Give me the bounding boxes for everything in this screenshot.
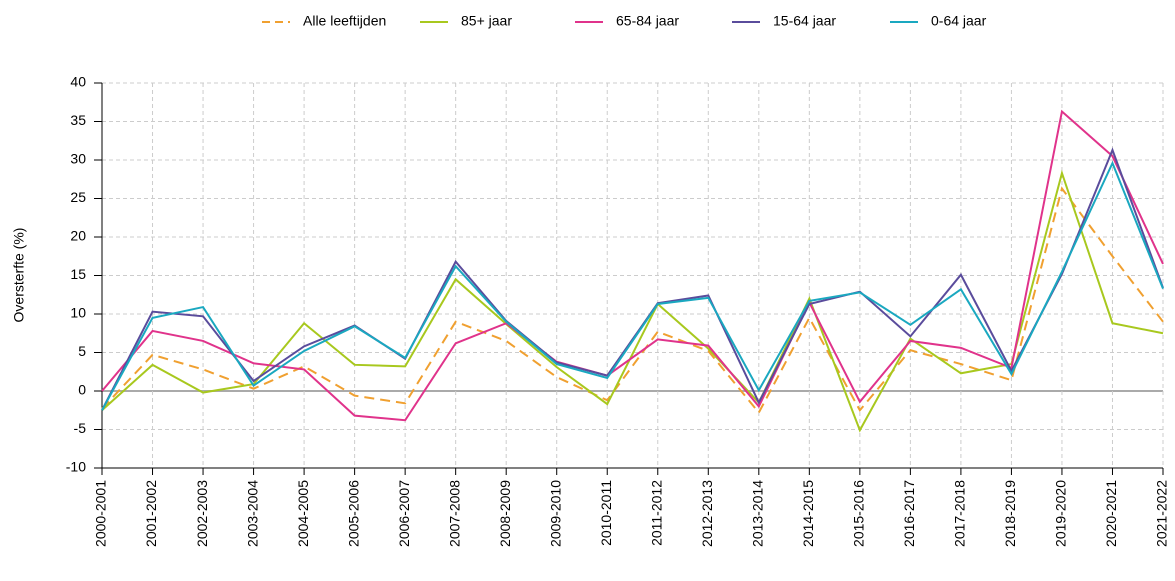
y-tick-label: 30 bbox=[70, 151, 86, 167]
y-tick-label: 10 bbox=[70, 305, 86, 321]
x-tick-label: 2011-2012 bbox=[648, 480, 664, 546]
x-tick-label: 2013-2014 bbox=[750, 480, 766, 547]
series-line bbox=[101, 160, 1164, 411]
x-tick-label: 2018-2019 bbox=[1002, 480, 1018, 547]
x-tick-label: 2014-2015 bbox=[800, 480, 816, 547]
y-tick-label: 35 bbox=[70, 112, 86, 128]
legend-label: 85+ jaar bbox=[461, 13, 512, 29]
x-tick-label: 2000-2001 bbox=[93, 480, 109, 547]
x-tick-label: 2021-2022 bbox=[1154, 480, 1170, 547]
x-tick-label: 2010-2011 bbox=[598, 480, 614, 546]
x-tick-label: 2002-2003 bbox=[194, 480, 210, 547]
x-tick-label: 2015-2016 bbox=[851, 480, 867, 547]
x-tick-label: 2004-2005 bbox=[295, 480, 311, 547]
y-axis-label: Oversterfte (%) bbox=[11, 228, 27, 323]
x-tick-label: 2007-2008 bbox=[446, 480, 462, 547]
legend-label: 65-84 jaar bbox=[616, 13, 679, 29]
y-tick-label: 25 bbox=[70, 189, 86, 205]
y-tick-label: -5 bbox=[74, 420, 87, 436]
y-tick-label: 5 bbox=[78, 343, 86, 359]
x-tick-label: 2017-2018 bbox=[952, 480, 968, 547]
y-tick-label: -10 bbox=[66, 459, 86, 475]
x-tick-label: 2003-2004 bbox=[244, 480, 260, 547]
x-tick-label: 2008-2009 bbox=[497, 480, 513, 547]
x-tick-label: 2005-2006 bbox=[345, 480, 361, 547]
x-tick-label: 2001-2002 bbox=[143, 480, 159, 547]
series-line bbox=[101, 169, 1164, 433]
series-line bbox=[101, 109, 1164, 422]
legend-label: 0-64 jaar bbox=[931, 13, 987, 29]
y-tick-label: 40 bbox=[70, 74, 86, 90]
x-tick-label: 2006-2007 bbox=[396, 480, 412, 547]
y-tick-label: 20 bbox=[70, 228, 86, 244]
legend-label: Alle leeftijden bbox=[303, 13, 386, 29]
y-tick-label: 0 bbox=[78, 382, 86, 398]
x-tick-label: 2020-2021 bbox=[1103, 480, 1119, 547]
x-tick-label: 2019-2020 bbox=[1053, 480, 1069, 547]
series-line bbox=[101, 186, 1164, 415]
series-line bbox=[101, 147, 1164, 411]
x-tick-label: 2016-2017 bbox=[901, 480, 917, 547]
legend-label: 15-64 jaar bbox=[773, 13, 836, 29]
x-tick-label: 2012-2013 bbox=[699, 480, 715, 547]
x-tick-label: 2009-2010 bbox=[547, 480, 563, 547]
y-tick-label: 15 bbox=[70, 266, 86, 282]
